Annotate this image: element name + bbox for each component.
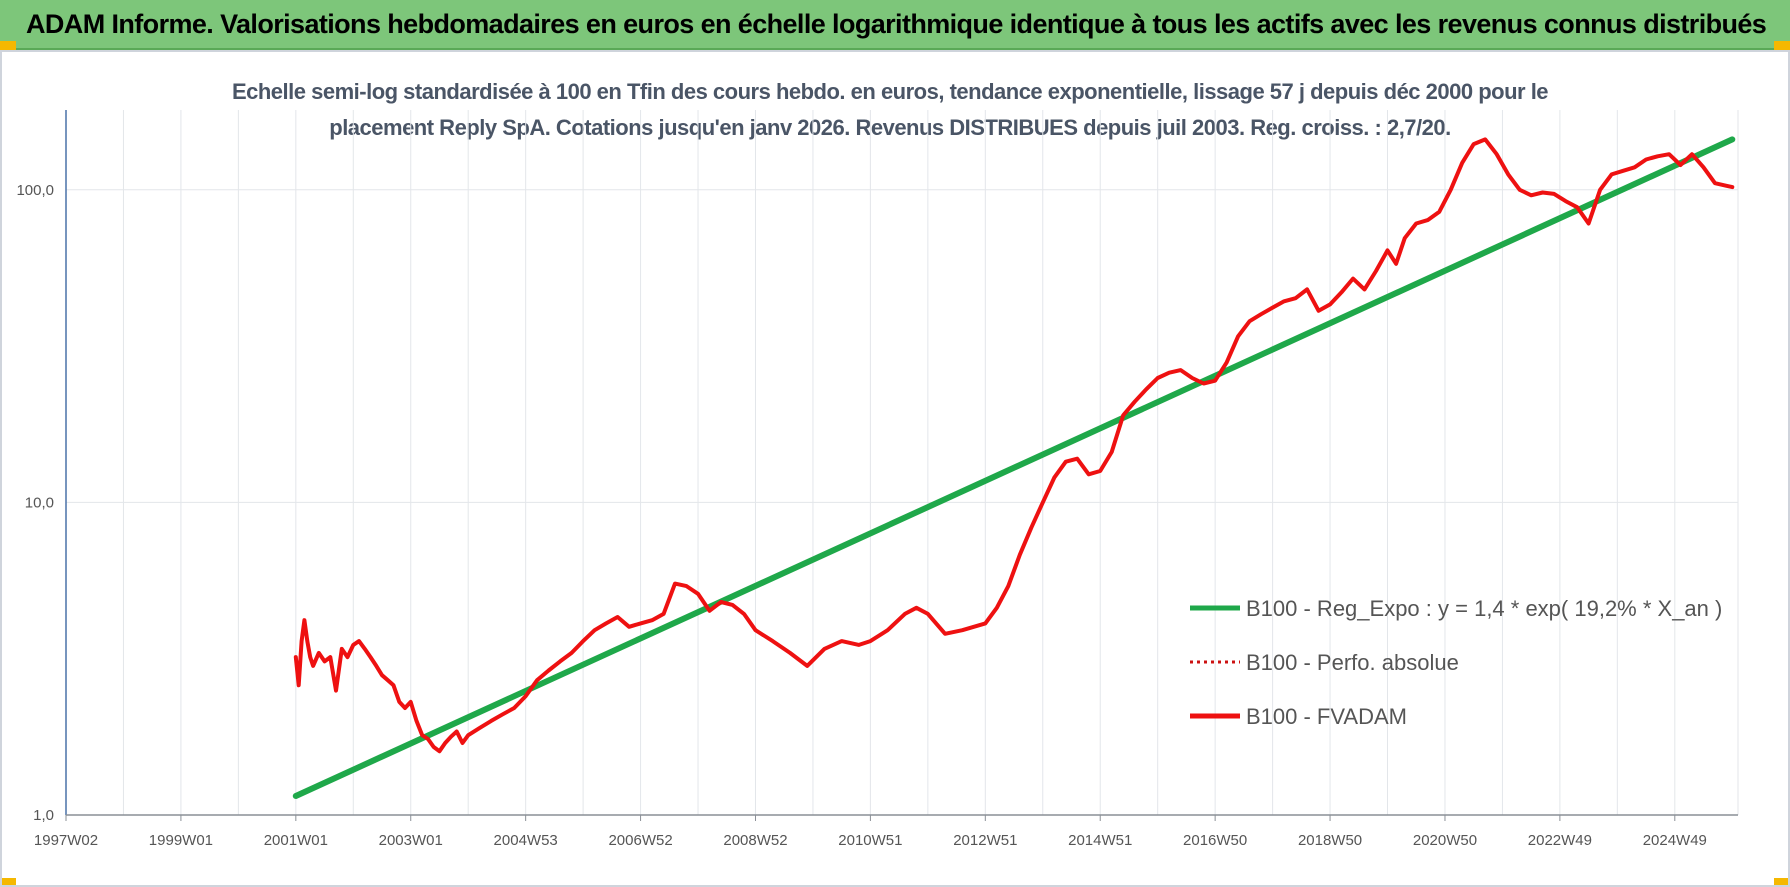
corner-marker-bottom-left [0,878,16,887]
x-tick-label: 2010W51 [838,832,902,849]
x-tick-label: 1999W01 [149,832,213,849]
chart-frame [0,50,1790,887]
x-tick-label: 1997W02 [34,832,98,849]
x-tick-label: 2014W51 [1068,832,1132,849]
legend-label: B100 - FVADAM [1246,704,1407,729]
title-banner: ADAM Informe. Valorisations hebdomadaire… [0,0,1790,50]
x-tick-label: 2024W49 [1643,832,1707,849]
y-tick-label: 10,0 [25,494,54,511]
series-line-fvadam [293,137,1735,754]
x-tick-label: 2008W52 [723,832,787,849]
x-tick-label: 2006W52 [608,832,672,849]
series-line-regression [292,136,1736,799]
corner-marker-right [1774,41,1790,50]
x-tick-label: 2003W01 [379,832,443,849]
x-tick-label: 2004W53 [494,832,558,849]
x-tick-label: 2016W50 [1183,832,1247,849]
chart-title: Echelle semi-log standardisée à 100 en T… [231,79,1549,140]
legend: B100 - Reg_Expo : y = 1,4 * exp( 19,2% *… [1190,596,1722,729]
page-title: ADAM Informe. Valorisations hebdomadaire… [26,9,1767,39]
x-tick-label: 2022W49 [1528,832,1592,849]
corner-marker-left [0,41,16,50]
x-tick-label: 2012W51 [953,832,1017,849]
series [292,136,1736,799]
legend-label: B100 - Perfo. absolue [1246,650,1459,675]
x-tick-label: 2001W01 [264,832,328,849]
axes [65,110,1738,821]
x-tick-label: 2018W50 [1298,832,1362,849]
y-tick-label: 100,0 [16,182,54,199]
grid [65,110,1739,816]
y-tick-label: 1,0 [33,807,54,824]
legend-label: B100 - Reg_Expo : y = 1,4 * exp( 19,2% *… [1246,596,1722,621]
x-tick-label: 2020W50 [1413,832,1477,849]
tick-labels: 1997W02 1999W01 2001W01 2003W01 2004W53 2006W… [16,182,1706,849]
corner-marker-bottom-right [1774,878,1790,887]
